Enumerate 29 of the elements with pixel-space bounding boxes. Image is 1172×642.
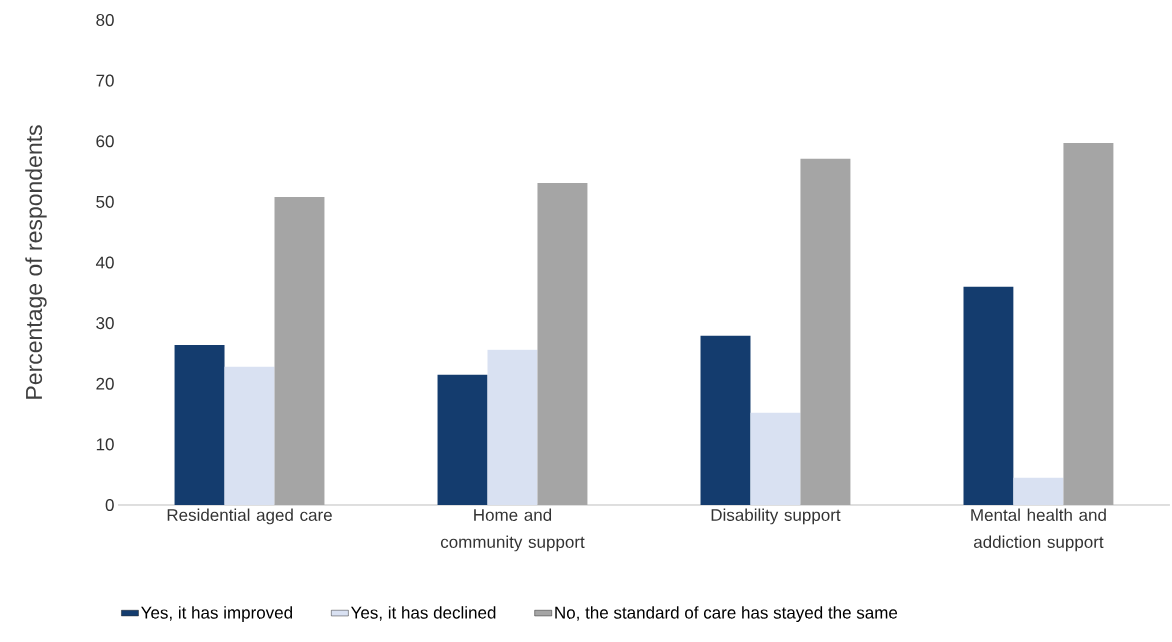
y-axis-title: Percentage of respondents <box>25 125 47 399</box>
bar <box>963 286 1014 505</box>
y-tick-label: 20 <box>96 377 114 390</box>
y-tick-label: 30 <box>96 317 114 330</box>
bar <box>750 412 801 505</box>
bar <box>487 349 538 505</box>
y-tick-label: 40 <box>95 256 114 269</box>
bar <box>1063 143 1114 505</box>
bar <box>274 197 325 505</box>
bar <box>174 344 225 505</box>
x-tick-label: Home and community support <box>440 508 585 552</box>
x-tick-label: Disability support <box>711 508 841 525</box>
y-tick-label: 50 <box>96 195 114 208</box>
legend-label: No, the standard of care has stayed the same <box>555 606 898 623</box>
legend-label: Yes, it has declined <box>350 606 496 621</box>
x-tick-label: Mental health and addiction support <box>971 508 1106 552</box>
bar <box>800 158 851 505</box>
y-tick-label: 70 <box>96 74 114 87</box>
bar <box>224 366 275 505</box>
y-tick-label: 60 <box>96 135 114 148</box>
y-tick-label: 0 <box>105 498 114 512</box>
bar <box>1013 477 1064 505</box>
bar <box>437 374 488 505</box>
legend-label: Yes, it has improved <box>141 606 293 623</box>
y-tick-label: 80 <box>96 13 114 27</box>
x-tick-label: Residential aged care <box>167 508 332 525</box>
bar <box>537 183 588 505</box>
y-tick-label: 10 <box>96 438 114 451</box>
bar <box>700 335 751 505</box>
